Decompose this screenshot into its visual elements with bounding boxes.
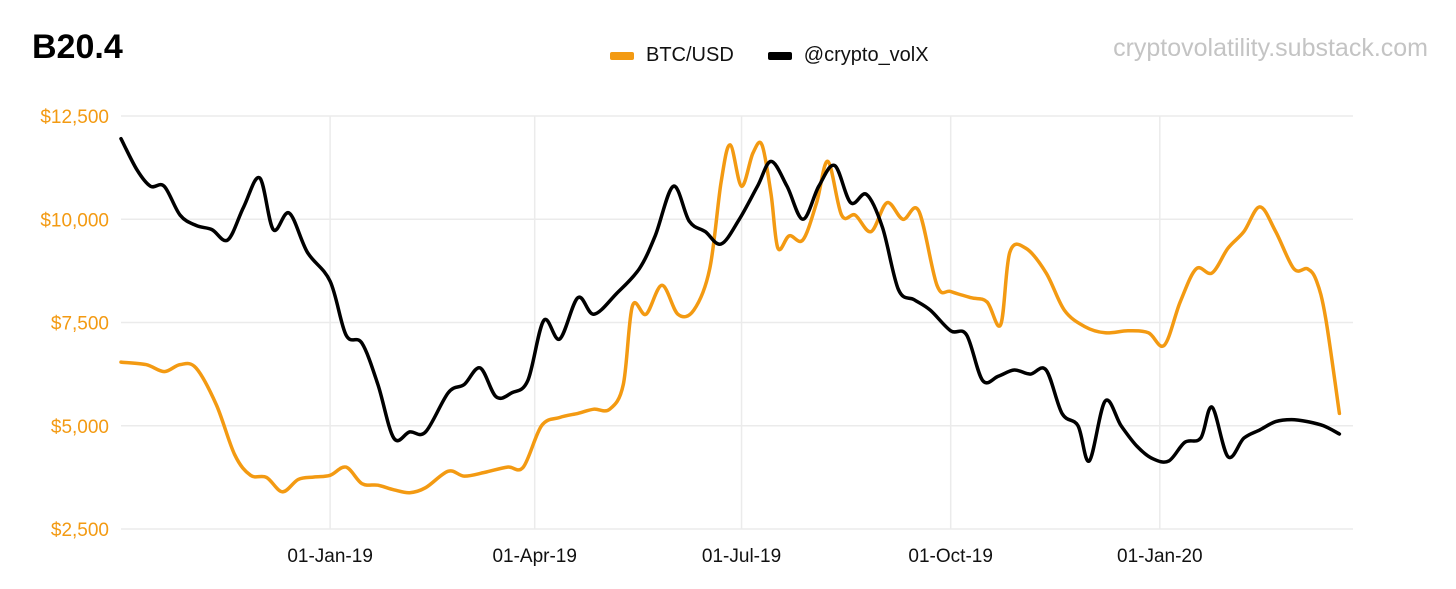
series-line-btc <box>119 140 1342 495</box>
x-tick-label: 01-Jan-19 <box>287 546 373 567</box>
x-tick-label: 01-Oct-19 <box>908 546 992 567</box>
y-tick-label: $2,500 <box>51 520 109 541</box>
x-axis-ticks: 01-Jan-19 01-Apr-19 01-Jul-19 01-Oct-19 01-J… <box>287 546 1202 567</box>
chart-series <box>119 136 1342 495</box>
y-tick-label: $7,500 <box>51 314 109 335</box>
x-tick-label: 01-Jul-19 <box>702 546 781 567</box>
chart-grid <box>121 115 1353 530</box>
source-credit: cryptovolatility.substack.com <box>1113 34 1428 62</box>
legend-item-btc[interactable]: BTC/USD <box>610 44 734 67</box>
series-line-vol <box>119 136 1342 464</box>
legend-label-btc: BTC/USD <box>646 44 734 66</box>
legend-swatch-btc <box>610 51 634 60</box>
x-tick-label: 01-Jan-20 <box>1117 546 1203 567</box>
y-tick-label: $10,000 <box>40 210 109 231</box>
legend: BTC/USD @crypto_volX <box>610 44 929 67</box>
legend-label-vol: @crypto_volX <box>803 44 929 66</box>
chart-title: B20.4 <box>32 28 123 66</box>
legend-swatch-vol <box>767 51 792 60</box>
y-axis-ticks: $2,500 $5,000 $7,500 $10,000 $12,500 <box>40 107 109 541</box>
legend-item-vol[interactable]: @crypto_volX <box>767 44 929 67</box>
y-tick-label: $5,000 <box>51 417 109 438</box>
x-tick-label: 01-Apr-19 <box>492 546 577 567</box>
y-tick-label: $12,500 <box>40 107 109 128</box>
